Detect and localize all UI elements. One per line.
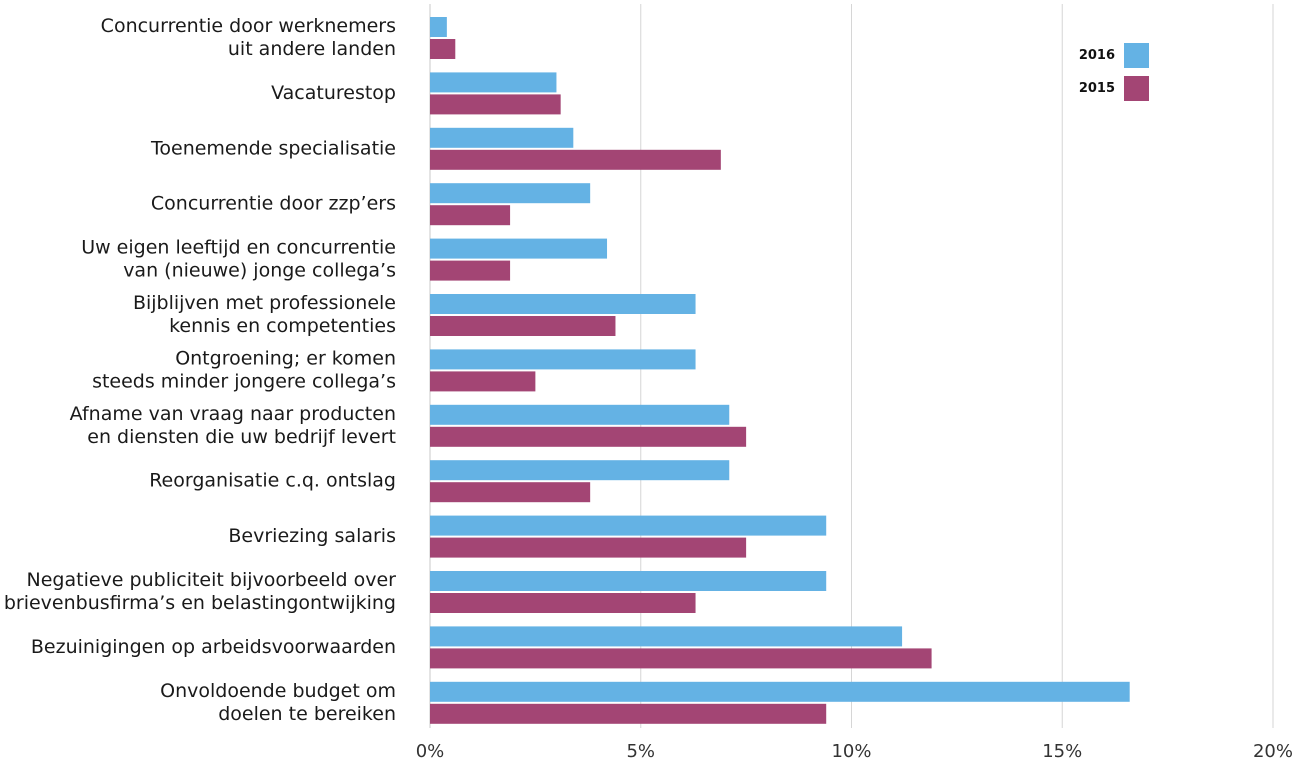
- x-tick-label-5: 5%: [626, 741, 655, 762]
- bar-2015-7: [430, 426, 747, 447]
- bar-2016-7: [430, 404, 730, 425]
- bar-2016-0: [430, 17, 447, 37]
- category-label-9-line-0: Bevriezing salaris: [228, 525, 396, 547]
- bar-2015-2: [430, 149, 721, 170]
- bar-2015-10: [430, 593, 696, 613]
- bar-2015-8: [430, 482, 591, 503]
- bar-2015-9: [430, 537, 747, 558]
- bar-2015-0: [430, 39, 456, 59]
- bar-2016-10: [430, 571, 827, 591]
- bars: [430, 17, 1130, 724]
- bar-2016-4: [430, 238, 608, 259]
- bar-2016-2: [430, 127, 574, 148]
- category-label-4-line-1: van (nieuwe) jonge collega’s: [123, 260, 396, 282]
- category-label-3-line-0: Concurrentie door zzp’ers: [151, 193, 396, 215]
- bar-2016-9: [430, 515, 827, 536]
- bar-2015-3: [430, 205, 511, 226]
- category-label-2-line-0: Toenemende specialisatie: [150, 137, 396, 159]
- legend-swatch-2015: [1124, 76, 1149, 101]
- category-label-6-line-1: steeds minder jongere collega’s: [92, 370, 396, 392]
- bar-2016-8: [430, 460, 730, 481]
- category-label-11-line-0: Bezuinigingen op arbeidsvoorwaarden: [31, 636, 396, 658]
- x-tick-label-0: 0%: [416, 741, 445, 762]
- bar-2015-4: [430, 260, 511, 281]
- bar-2015-1: [430, 94, 561, 115]
- category-label-7-line-1: en diensten die uw bedrijf levert: [87, 426, 396, 448]
- category-label-1-line-0: Vacaturestop: [271, 82, 396, 104]
- bar-2015-12: [430, 703, 827, 724]
- legend-swatch-2016: [1124, 43, 1149, 68]
- category-label-0-line-0: Concurrentie door werknemers: [101, 15, 396, 37]
- category-label-0-line-1: uit andere landen: [228, 38, 396, 60]
- x-tick-label-15: 15%: [1042, 741, 1082, 762]
- category-label-4-line-0: Uw eigen leeftijd en concurrentie: [81, 237, 396, 259]
- category-label-12-line-0: Onvoldoende budget om: [160, 680, 396, 702]
- category-label-10-line-1: brievenbusfirma’s en belastingontwijking: [4, 592, 396, 614]
- bar-2015-6: [430, 371, 536, 392]
- category-label-8-line-0: Reorganisatie c.q. ontslag: [149, 470, 396, 492]
- bar-2016-5: [430, 294, 696, 314]
- category-label-10-line-0: Negatieve publiciteit bijvoorbeeld over: [27, 569, 397, 591]
- legend-label-2016: 2016: [1079, 48, 1115, 63]
- legend: 2016 2015: [1079, 43, 1149, 101]
- x-tick-label-20: 20%: [1253, 741, 1293, 762]
- bar-2016-1: [430, 72, 557, 93]
- bar-2016-11: [430, 626, 903, 647]
- category-label-12-line-1: doelen te bereiken: [218, 703, 396, 725]
- category-label-5-line-1: kennis en competenties: [169, 315, 396, 337]
- legend-label-2015: 2015: [1079, 81, 1115, 96]
- category-label-6-line-0: Ontgroening; er komen: [175, 347, 396, 369]
- bar-2016-6: [430, 349, 696, 370]
- x-axis-ticks: 0% 5% 10% 15% 20%: [416, 741, 1293, 762]
- category-label-7-line-0: Afname van vraag naar producten: [70, 403, 396, 425]
- bar-2016-3: [430, 183, 591, 204]
- bar-2015-5: [430, 316, 616, 336]
- bar-2015-11: [430, 648, 932, 669]
- category-label-5-line-0: Bijblijven met professionele: [133, 292, 396, 314]
- x-tick-label-10: 10%: [831, 741, 871, 762]
- bar-2016-12: [430, 681, 1130, 702]
